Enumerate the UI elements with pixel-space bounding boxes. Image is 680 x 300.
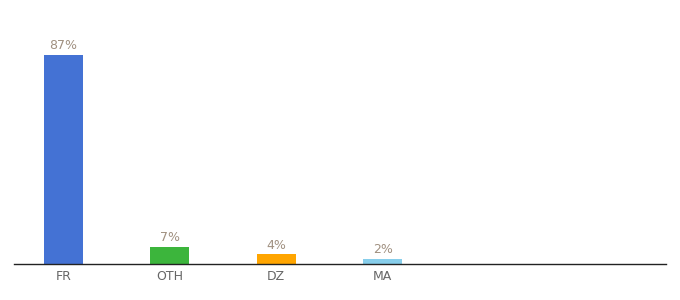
Text: 7%: 7% [160, 231, 180, 244]
Bar [363, 259, 402, 264]
Text: 2%: 2% [373, 243, 392, 256]
Bar [44, 55, 83, 264]
Text: 87%: 87% [49, 39, 78, 52]
Bar [150, 247, 189, 264]
Bar [256, 254, 296, 264]
Text: 4%: 4% [266, 238, 286, 251]
